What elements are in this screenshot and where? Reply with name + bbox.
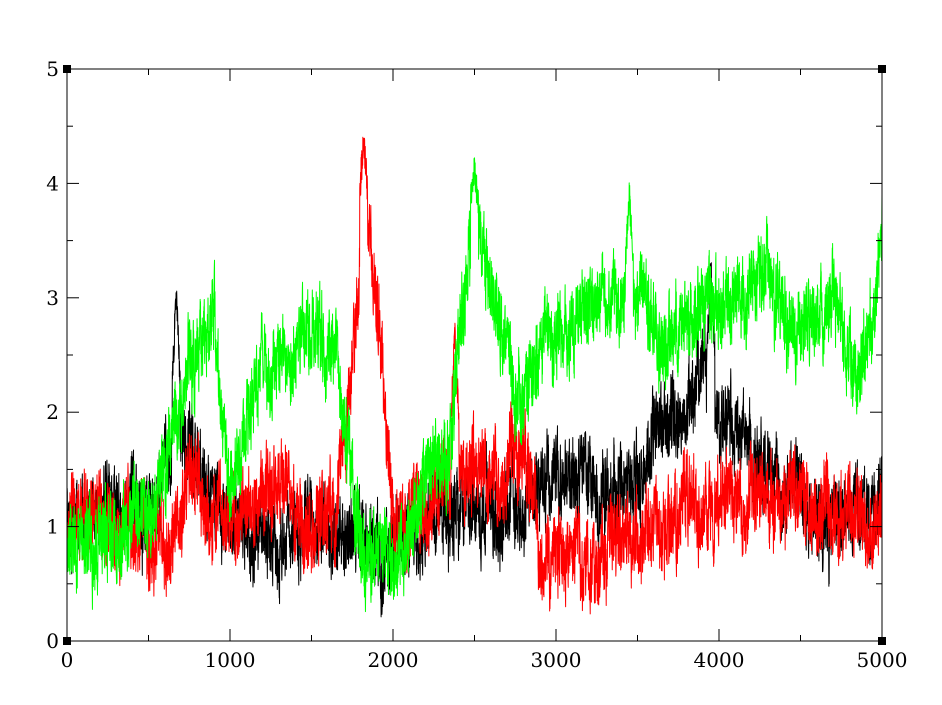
x-tick-label: 1000 (205, 648, 256, 672)
y-tick-label: 0 (46, 629, 59, 653)
series-line-2 (66, 157, 883, 613)
y-tick-label: 1 (46, 515, 59, 539)
corner-marker (63, 65, 71, 73)
y-tick-label: 3 (46, 286, 59, 310)
x-tick-label: 4000 (694, 648, 745, 672)
y-tick-label: 5 (46, 57, 59, 81)
corner-markers (63, 65, 886, 645)
tick-labels: 0 1000 2000 3000 4000 5000 0 1 2 3 4 5 (46, 57, 907, 672)
corner-marker (63, 637, 71, 645)
x-tick-label: 2000 (368, 648, 419, 672)
y-tick-label: 4 (46, 171, 59, 195)
corner-marker (878, 65, 886, 73)
corner-marker (878, 637, 886, 645)
series-line-1 (66, 136, 883, 615)
series-layer (66, 136, 883, 618)
y-tick-label: 2 (46, 400, 59, 424)
x-tick-label: 3000 (531, 648, 582, 672)
x-tick-label: 5000 (857, 648, 908, 672)
x-tick-label: 0 (61, 648, 74, 672)
